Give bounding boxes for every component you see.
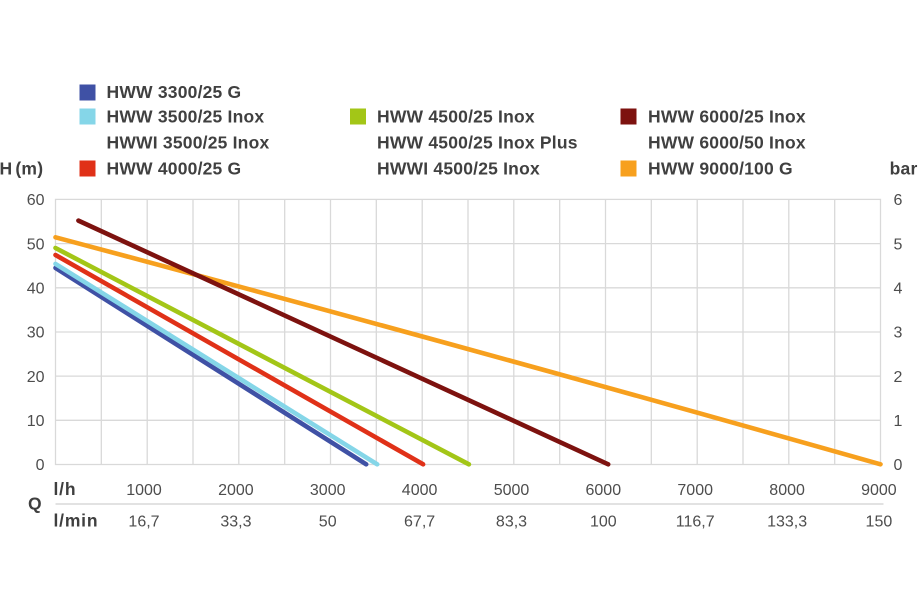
svg-text:HWWI 3500/25 Inox: HWWI 3500/25 Inox (107, 133, 270, 153)
svg-text:10: 10 (27, 413, 45, 430)
svg-text:1000: 1000 (126, 482, 162, 499)
svg-text:3: 3 (894, 325, 903, 342)
svg-text:6: 6 (894, 192, 903, 209)
svg-text:67,7: 67,7 (404, 514, 435, 531)
svg-text:4000: 4000 (402, 482, 438, 499)
svg-text:33,3: 33,3 (220, 514, 251, 531)
svg-text:HWW 9000/100 G: HWW 9000/100 G (648, 159, 793, 179)
svg-text:16,7: 16,7 (128, 514, 159, 531)
svg-text:100: 100 (590, 514, 617, 531)
svg-text:HWWI 4500/25 Inox: HWWI 4500/25 Inox (377, 159, 540, 179)
svg-text:l/min: l/min (54, 511, 99, 531)
svg-text:1: 1 (894, 413, 903, 430)
svg-text:bar: bar (890, 159, 918, 179)
svg-text:116,7: 116,7 (676, 514, 715, 531)
svg-text:HWW 3300/25 G: HWW 3300/25 G (107, 82, 242, 102)
svg-text:HWW 4500/25 Inox Plus: HWW 4500/25 Inox Plus (377, 133, 578, 153)
svg-text:30: 30 (27, 325, 45, 342)
svg-text:150: 150 (866, 514, 893, 531)
svg-text:9000: 9000 (861, 482, 897, 499)
svg-text:83,3: 83,3 (496, 514, 527, 531)
svg-text:60: 60 (27, 192, 45, 209)
svg-text:Q: Q (28, 494, 42, 514)
svg-text:HWW 6000/50 Inox: HWW 6000/50 Inox (648, 133, 806, 153)
svg-text:133,3: 133,3 (767, 514, 807, 531)
svg-text:0: 0 (36, 457, 45, 474)
svg-text:HWW 3500/25 Inox: HWW 3500/25 Inox (107, 107, 265, 127)
svg-text:50: 50 (319, 514, 337, 531)
svg-text:l/h: l/h (54, 479, 77, 499)
svg-text:2: 2 (894, 369, 903, 386)
svg-text:HWW 6000/25 Inox: HWW 6000/25 Inox (648, 107, 806, 127)
svg-text:50: 50 (27, 236, 45, 253)
svg-text:20: 20 (27, 369, 45, 386)
svg-text:2000: 2000 (218, 482, 254, 499)
svg-text:HWW 4000/25 G: HWW 4000/25 G (107, 159, 242, 179)
svg-text:3000: 3000 (310, 482, 346, 499)
svg-text:5000: 5000 (494, 482, 530, 499)
svg-text:7000: 7000 (677, 482, 713, 499)
svg-text:8000: 8000 (769, 482, 805, 499)
svg-text:4: 4 (894, 281, 903, 298)
svg-text:40: 40 (27, 281, 45, 298)
svg-text:0: 0 (894, 457, 903, 474)
svg-text:HWW 4500/25 Inox: HWW 4500/25 Inox (377, 107, 535, 127)
svg-text:5: 5 (894, 236, 903, 253)
svg-text:H (m): H (m) (0, 159, 43, 179)
svg-text:6000: 6000 (586, 482, 622, 499)
